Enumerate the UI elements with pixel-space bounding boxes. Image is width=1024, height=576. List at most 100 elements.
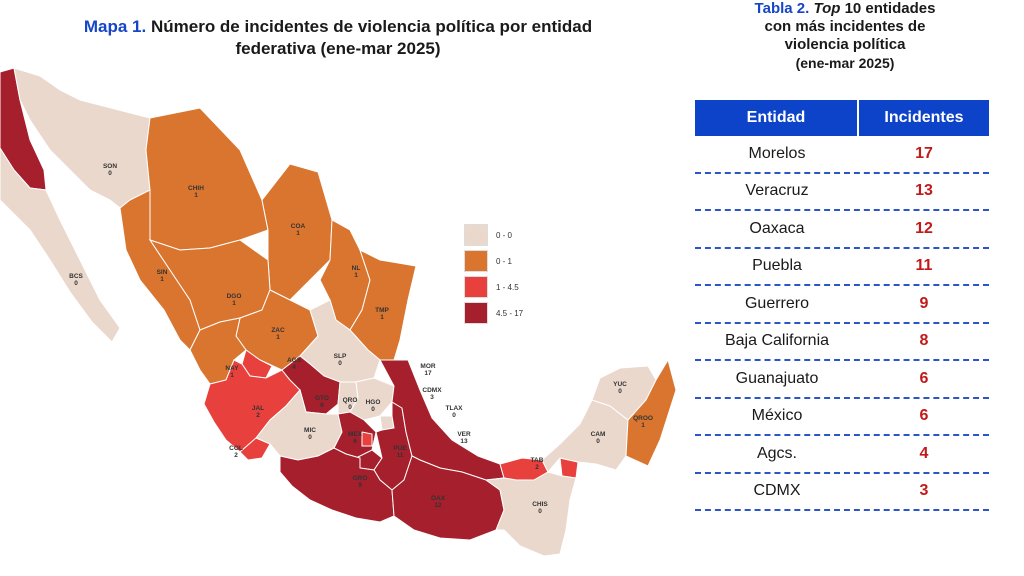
cell-entidad: Puebla — [752, 257, 802, 275]
state-value-sin: 1 — [160, 276, 164, 283]
state-value-yuc: 0 — [618, 388, 622, 395]
state-label-dgo: DGO — [227, 293, 242, 300]
table-row: Agcs. 4 — [695, 436, 989, 474]
table-row: Puebla 11 — [695, 249, 989, 286]
state-label-qroo: QROO — [633, 415, 653, 422]
table-row: Morelos 17 — [695, 136, 989, 174]
state-region-coa — [261, 163, 333, 301]
state-label-tmp: TMP — [375, 307, 389, 314]
state-region-cam — [541, 399, 629, 473]
state-label-col: COL — [229, 445, 243, 452]
state-value-cdmx: 3 — [430, 394, 434, 401]
cell-incidentes: 8 — [919, 332, 929, 350]
state-region-cdmx — [361, 431, 373, 447]
cell-incidentes: 6 — [919, 407, 929, 425]
cell-incidentes: 6 — [919, 369, 929, 387]
cell-incidentes: 12 — [915, 219, 933, 237]
legend-item: 1 - 4.5 — [464, 274, 523, 300]
cell-entidad: CDMX — [753, 482, 801, 500]
state-value-jal: 2 — [256, 412, 260, 419]
mexico-map: SON0BCS0CHIH1COA1NL1TMP1SIN1DGO1ZAC1SLP0… — [0, 67, 677, 557]
legend-item: 4.5 - 17 — [464, 300, 523, 326]
state-label-tlax: TLAX — [446, 405, 464, 412]
state-value-mic: 0 — [308, 434, 312, 441]
state-region-qroo — [625, 358, 677, 467]
state-label-son: SON — [103, 163, 117, 170]
cell-incidentes: 4 — [919, 444, 929, 462]
cell-entidad: Guanajuato — [735, 369, 819, 387]
state-region-col — [239, 437, 271, 461]
table-title-line3: violencia política — [784, 36, 906, 53]
table-row: México 6 — [695, 399, 989, 436]
table-title-line1: 10 entidades — [844, 0, 936, 17]
table-row: Guerrero 9 — [695, 286, 989, 324]
table-row: Baja California 8 — [695, 324, 989, 361]
state-label-ags: AGS — [287, 357, 302, 364]
legend-label: 4.5 - 17 — [496, 308, 524, 318]
table-row: CDMX 3 — [695, 474, 989, 511]
state-label-oax: OAX — [431, 495, 446, 502]
state-label-chih: CHIH — [188, 185, 204, 192]
state-value-mex: 6 — [353, 438, 357, 445]
state-region-chih — [145, 107, 269, 251]
state-label-cdmx: CDMX — [422, 387, 442, 394]
cell-entidad: Baja California — [724, 332, 830, 350]
legend-label: 1 - 4.5 — [496, 282, 519, 292]
cell-incidentes: 17 — [915, 144, 933, 162]
table-title: Tabla 2. Top 10 entidades con más incide… — [700, 0, 990, 73]
table-title-top: Top — [813, 0, 841, 17]
state-value-col: 2 — [234, 452, 238, 459]
cell-entidad: Morelos — [748, 144, 806, 162]
state-value-son: 0 — [108, 170, 112, 177]
state-value-gro: 9 — [358, 482, 362, 489]
cell-entidad: Oaxaca — [749, 219, 805, 237]
cell-incidentes: 3 — [919, 482, 929, 500]
state-value-nl: 1 — [354, 272, 358, 279]
state-label-gro: GRO — [353, 475, 368, 482]
table-title-line4: (ene-mar 2025) — [795, 55, 895, 71]
state-label-hgo: HGO — [366, 399, 381, 406]
map-title: Mapa 1. Número de incidentes de violenci… — [18, 16, 658, 60]
header-entidad: Entidad — [695, 100, 857, 136]
cell-incidentes: 11 — [915, 257, 933, 275]
table-row: Veracruz 13 — [695, 174, 989, 211]
state-value-ver: 13 — [460, 438, 468, 445]
table-row: Guanajuato 6 — [695, 361, 989, 399]
state-label-nay: NAY — [225, 365, 239, 372]
state-value-oax: 12 — [434, 502, 442, 509]
top-states-table: Entidad Incidentes Morelos 17 Veracruz 13 … — [695, 100, 989, 511]
state-value-qroo: 1 — [641, 422, 645, 429]
state-label-qro: QRO — [343, 397, 358, 404]
state-label-yuc: YUC — [613, 381, 627, 388]
state-value-cam: 0 — [596, 438, 600, 445]
state-label-tab: TAB — [531, 457, 544, 464]
map-title-line1: Número de incidentes de violencia políti… — [150, 17, 593, 36]
state-label-chis: CHIS — [532, 501, 548, 508]
state-value-tlax: 0 — [452, 412, 456, 419]
state-value-nay: 1 — [230, 372, 234, 379]
legend-swatch — [464, 224, 488, 246]
state-label-jal: JAL — [252, 405, 264, 412]
state-value-ags: 4 — [292, 364, 296, 371]
state-label-bcs: BCS — [69, 273, 83, 280]
cell-incidentes: 9 — [919, 294, 929, 312]
legend-swatch — [464, 276, 488, 298]
state-value-pue: 11 — [397, 452, 404, 459]
map-title-line2: federativa (ene-mar 2025) — [235, 39, 441, 58]
state-label-coa: COA — [291, 223, 306, 230]
state-label-pue: PUE — [393, 445, 407, 452]
state-value-dgo: 1 — [232, 300, 236, 307]
state-value-gto: 6 — [320, 402, 324, 409]
cell-entidad: Veracruz — [745, 182, 809, 200]
table-header: Entidad Incidentes — [695, 100, 989, 136]
state-value-hgo: 0 — [371, 406, 375, 413]
state-label-mex: MEX — [348, 431, 363, 438]
state-label-mor: MOR — [420, 363, 435, 370]
state-label-gto: GTO — [315, 395, 329, 402]
cell-incidentes: 13 — [915, 182, 933, 200]
state-label-zac: ZAC — [271, 327, 285, 334]
state-value-coa: 1 — [296, 230, 300, 237]
table-title-line2: con más incidentes de — [764, 18, 926, 35]
state-label-ver: VER — [457, 431, 471, 438]
map-legend: 0 - 0 0 - 1 1 - 4.5 4.5 - 17 — [464, 222, 523, 326]
